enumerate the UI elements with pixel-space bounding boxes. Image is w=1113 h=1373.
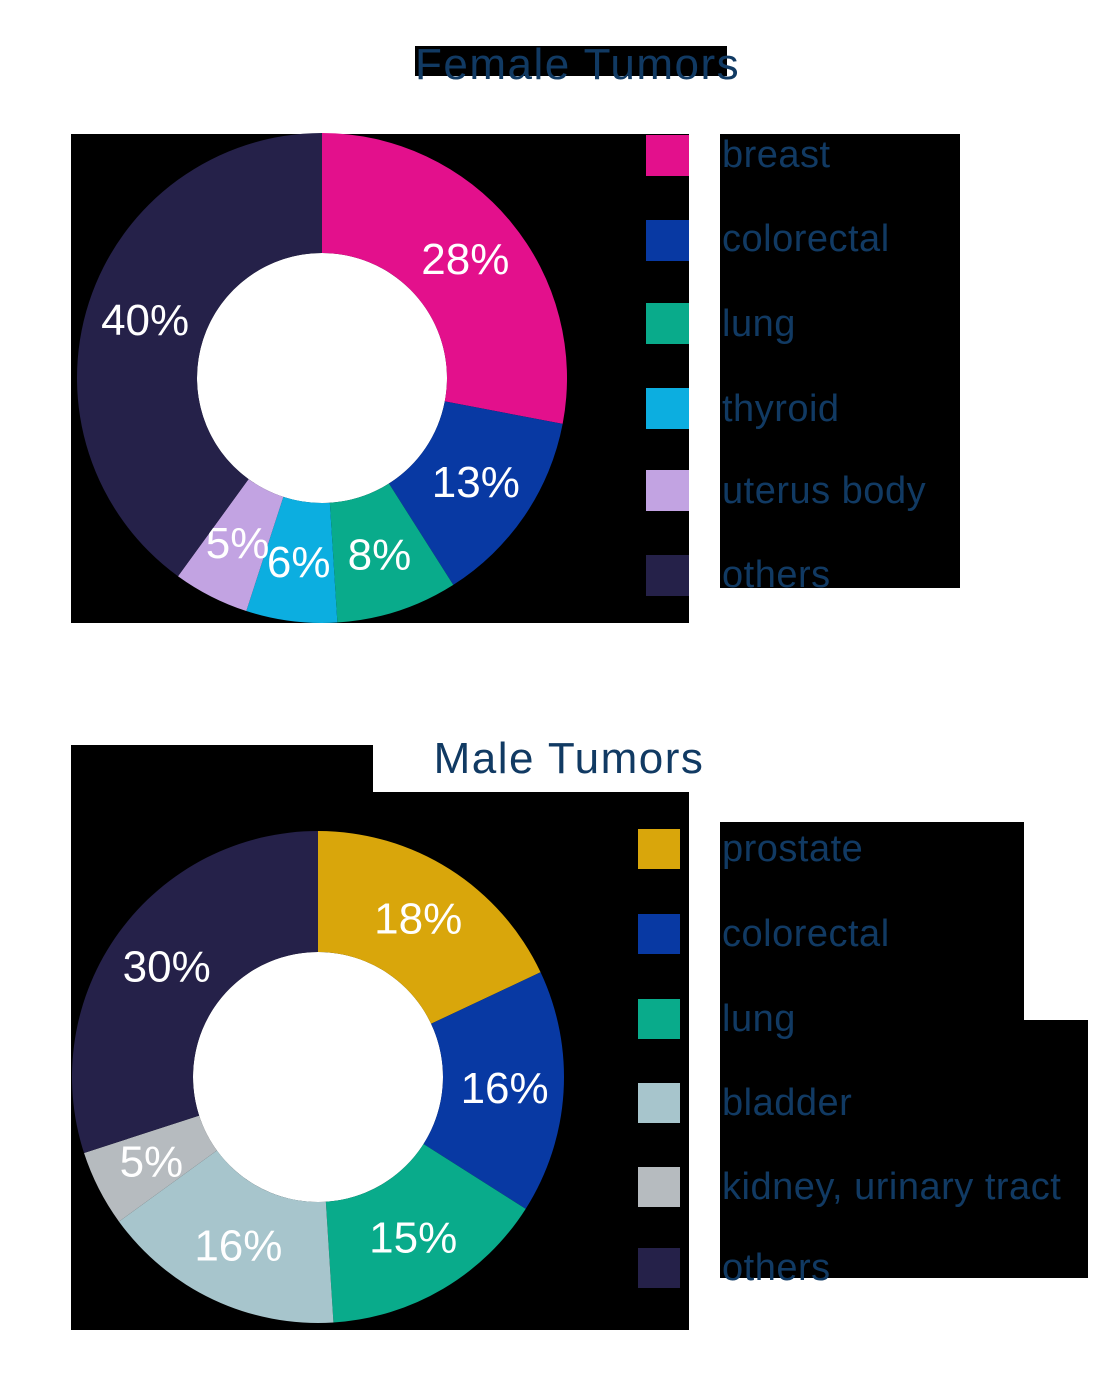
data-label-uterus-body: 5% — [206, 519, 270, 568]
legend-swatch-lung — [638, 999, 680, 1039]
legend-label-thyroid: thyroid — [722, 388, 840, 430]
legend-swatch-breast — [646, 135, 689, 176]
legend-swatch-lung — [646, 303, 689, 344]
data-label-others: 40% — [101, 296, 189, 345]
legend-swatch-others — [638, 1248, 680, 1288]
female-title-backdrop — [415, 46, 727, 76]
slice-bladder — [118, 1150, 334, 1323]
male-chart-backdrop-top — [71, 745, 373, 792]
data-label-kidney-urinary-tract: 5% — [120, 1137, 184, 1186]
data-label-colorectal: 13% — [432, 458, 520, 507]
data-label-lung: 8% — [348, 530, 412, 579]
slice-others — [77, 133, 322, 577]
male-legend-backdrop-upper — [720, 822, 1024, 1020]
legend-label-lung: lung — [722, 303, 796, 345]
data-label-lung: 15% — [369, 1213, 457, 1262]
legend-swatch-colorectal — [646, 220, 689, 261]
donut-hole — [197, 253, 447, 503]
slice-lung — [329, 483, 454, 623]
slice-kidney-urinary-tract — [84, 1115, 217, 1222]
legend-swatch-kidney-urinary-tract — [638, 1167, 680, 1207]
male-legend-backdrop-lower — [720, 1020, 1088, 1278]
slice-prostate — [318, 831, 541, 1024]
legend-label-others: others — [722, 554, 831, 596]
slice-lung — [325, 1143, 526, 1323]
legend-swatch-colorectal — [638, 914, 680, 954]
legend-label-kidney-urinary-tract: kidney, urinary tract — [722, 1166, 1062, 1208]
male-chart-title: Male Tumors — [433, 734, 705, 783]
legend-swatch-bladder — [638, 1083, 680, 1123]
legend-label-colorectal: colorectal — [722, 218, 890, 260]
legend-label-lung: lung — [722, 998, 796, 1040]
data-label-bladder: 16% — [194, 1222, 282, 1271]
slice-thyroid — [246, 496, 338, 623]
legend-swatch-thyroid — [646, 388, 689, 429]
legend-label-prostate: prostate — [722, 828, 864, 870]
legend-label-breast: breast — [722, 134, 831, 176]
female-legend-backdrop — [720, 134, 960, 588]
slice-colorectal — [423, 972, 564, 1209]
data-label-thyroid: 6% — [267, 538, 331, 587]
data-label-others: 30% — [123, 943, 211, 992]
female-chart-title: Female Tumors — [415, 40, 741, 89]
slice-colorectal — [388, 401, 563, 585]
legend-swatch-prostate — [638, 829, 680, 869]
legend-label-colorectal: colorectal — [722, 913, 890, 955]
slice-breast — [322, 133, 567, 424]
slice-others — [71, 831, 318, 1154]
legend-label-uterus-body: uterus body — [722, 470, 927, 512]
data-label-prostate: 18% — [374, 895, 462, 944]
slice-uterus-body — [177, 479, 284, 612]
legend-swatch-others — [646, 555, 689, 596]
data-label-breast: 28% — [421, 235, 509, 284]
data-label-colorectal: 16% — [461, 1064, 549, 1113]
donut-hole — [193, 952, 443, 1202]
legend-swatch-uterus-body — [646, 470, 689, 511]
legend-label-bladder: bladder — [722, 1082, 853, 1124]
legend-label-others: others — [722, 1247, 831, 1289]
